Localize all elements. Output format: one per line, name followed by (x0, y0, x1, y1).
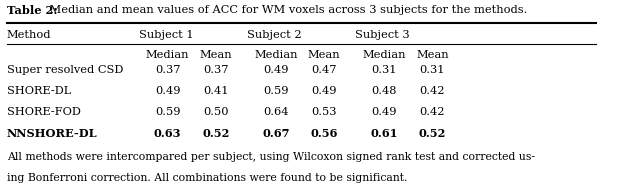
Text: 0.63: 0.63 (154, 128, 181, 139)
Text: 0.31: 0.31 (371, 65, 397, 75)
Text: 0.50: 0.50 (203, 107, 228, 117)
Text: 0.49: 0.49 (311, 86, 337, 96)
Text: 0.42: 0.42 (420, 107, 445, 117)
Text: Method: Method (6, 30, 51, 40)
Text: SHORE-DL: SHORE-DL (6, 86, 71, 96)
Text: Median: Median (254, 50, 298, 60)
Text: Mean: Mean (416, 50, 449, 60)
Text: Mean: Mean (308, 50, 340, 60)
Text: Subject 2: Subject 2 (247, 30, 301, 40)
Text: 0.41: 0.41 (203, 86, 228, 96)
Text: 0.56: 0.56 (310, 128, 338, 139)
Text: 0.53: 0.53 (311, 107, 337, 117)
Text: 0.59: 0.59 (263, 86, 289, 96)
Text: NNSHORE-DL: NNSHORE-DL (6, 128, 97, 139)
Text: 0.64: 0.64 (263, 107, 289, 117)
Text: SHORE-FOD: SHORE-FOD (6, 107, 81, 117)
Text: ing Bonferroni correction. All combinations were found to be significant.: ing Bonferroni correction. All combinati… (6, 173, 407, 183)
Text: Median: Median (146, 50, 189, 60)
Text: Table 2:: Table 2: (6, 6, 57, 16)
Text: 0.49: 0.49 (263, 65, 289, 75)
Text: 0.52: 0.52 (419, 128, 446, 139)
Text: Subject 3: Subject 3 (355, 30, 410, 40)
Text: Mean: Mean (200, 50, 232, 60)
Text: 0.47: 0.47 (311, 65, 337, 75)
Text: 0.48: 0.48 (371, 86, 397, 96)
Text: Median and mean values of ACC for WM voxels across 3 subjects for the methods.: Median and mean values of ACC for WM vox… (46, 6, 527, 16)
Text: Super resolved CSD: Super resolved CSD (6, 65, 123, 75)
Text: 0.61: 0.61 (371, 128, 398, 139)
Text: 0.67: 0.67 (262, 128, 290, 139)
Text: 0.31: 0.31 (420, 65, 445, 75)
Text: All methods were intercompared per subject, using Wilcoxon signed rank test and : All methods were intercompared per subje… (6, 152, 534, 162)
Text: Median: Median (362, 50, 406, 60)
Text: Subject 1: Subject 1 (139, 30, 193, 40)
Text: 0.52: 0.52 (202, 128, 230, 139)
Text: 0.59: 0.59 (155, 107, 180, 117)
Text: 0.49: 0.49 (371, 107, 397, 117)
Text: 0.42: 0.42 (420, 86, 445, 96)
Text: 0.37: 0.37 (155, 65, 180, 75)
Text: 0.49: 0.49 (155, 86, 180, 96)
Text: 0.37: 0.37 (203, 65, 228, 75)
